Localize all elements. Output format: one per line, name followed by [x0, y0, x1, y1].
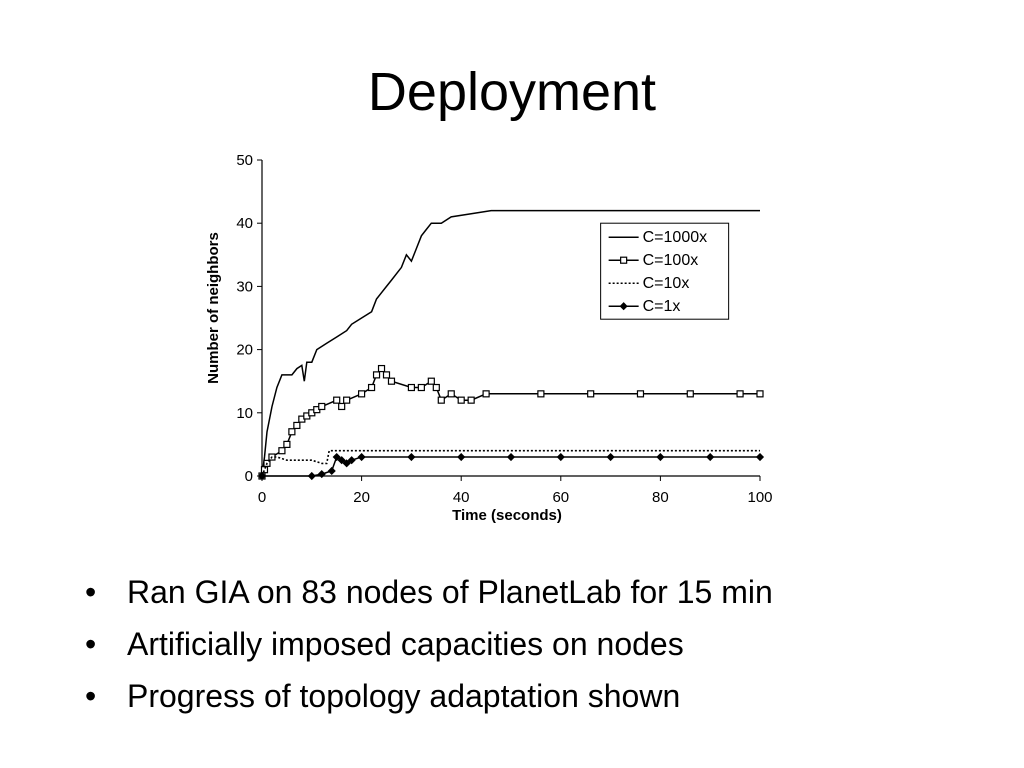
bullet-text: Artificially imposed capacities on nodes — [127, 626, 684, 662]
x-tick-label: 100 — [747, 489, 772, 506]
square-marker — [387, 377, 396, 385]
square-marker — [427, 377, 435, 385]
square-marker — [686, 390, 694, 398]
y-tick-label: 0 — [245, 468, 253, 485]
series-c-1x — [257, 452, 765, 481]
square-marker — [367, 383, 376, 392]
bullet-item: • Ran GIA on 83 nodes of PlanetLab for 1… — [85, 566, 773, 618]
diamond-marker — [506, 452, 516, 462]
x-tick-label: 80 — [652, 489, 669, 506]
series-c-10x — [261, 449, 760, 477]
diamond-marker — [656, 452, 665, 462]
x-tick-label: 0 — [258, 489, 266, 506]
y-tick-label: 30 — [236, 278, 253, 295]
legend-box — [600, 222, 730, 320]
diamond-marker — [755, 452, 765, 462]
square-marker — [437, 396, 445, 404]
square-marker — [432, 383, 440, 392]
x-axis-label: Time (seconds) — [452, 507, 562, 524]
series-c-1000x — [261, 209, 760, 477]
series-line — [261, 449, 760, 477]
square-marker — [620, 256, 628, 264]
legend-label: C=1000x — [643, 229, 708, 246]
square-marker — [736, 390, 744, 398]
square-marker — [358, 390, 366, 398]
legend-label: C=10x — [643, 275, 690, 292]
square-marker — [283, 440, 291, 448]
bullet-dot-icon: • — [85, 626, 97, 662]
square-marker — [636, 390, 645, 398]
square-marker — [377, 364, 386, 373]
x-tick-label: 60 — [552, 489, 569, 506]
square-marker — [537, 390, 545, 398]
bullet-text: Ran GIA on 83 nodes of PlanetLab for 15 … — [127, 574, 773, 610]
diamond-marker — [307, 471, 316, 481]
square-marker — [318, 402, 326, 411]
square-marker — [587, 390, 595, 398]
bullet-dot-icon: • — [85, 574, 97, 610]
y-tick-label: 20 — [236, 342, 253, 359]
square-marker — [482, 390, 490, 398]
diamond-marker — [257, 471, 267, 481]
legend-label: C=1x — [643, 298, 681, 315]
series-c-100x — [258, 364, 764, 480]
square-marker — [382, 371, 391, 379]
diamond-marker — [317, 470, 326, 479]
chart-legend: C=1000x C=100x C=10x C=1x — [600, 222, 730, 320]
x-tick-label: 20 — [353, 489, 370, 506]
diamond-marker — [457, 452, 466, 462]
y-tick-label: 10 — [236, 405, 253, 422]
diamond-marker — [556, 452, 565, 462]
bullet-dot-icon: • — [85, 678, 97, 714]
y-axis-label: Number of neighbors — [205, 232, 222, 384]
diamond-marker — [606, 452, 615, 462]
square-marker — [278, 447, 286, 455]
square-marker — [457, 396, 465, 404]
diamond-marker — [357, 452, 366, 462]
square-marker — [288, 428, 296, 436]
y-tick-label: 50 — [236, 152, 253, 169]
square-marker — [293, 421, 301, 430]
square-marker — [343, 396, 351, 404]
diamond-marker — [332, 452, 341, 462]
slide-title: Deployment — [367, 62, 657, 122]
bullet-list: • Ran GIA on 83 nodes of PlanetLab for 1… — [85, 566, 773, 722]
square-marker — [756, 390, 764, 398]
y-tick-label: 40 — [236, 215, 253, 232]
square-marker — [333, 396, 341, 404]
diamond-marker — [407, 452, 416, 462]
square-marker — [407, 383, 415, 392]
series-line — [261, 209, 760, 477]
square-marker — [338, 402, 346, 411]
bullet-item: • Progress of topology adaptation shown — [85, 670, 773, 722]
diamond-marker — [347, 456, 356, 465]
diamond-marker — [337, 456, 346, 465]
square-marker — [372, 371, 381, 379]
bullet-text: Progress of topology adaptation shown — [127, 678, 681, 714]
square-marker — [417, 383, 425, 392]
diamond-marker — [342, 459, 351, 468]
bullet-item: • Artificially imposed capacities on nod… — [85, 618, 773, 670]
diamond-marker — [327, 466, 336, 476]
x-tick-label: 40 — [453, 489, 470, 506]
square-marker — [447, 390, 455, 398]
legend-label: C=100x — [643, 252, 699, 269]
diamond-marker — [706, 452, 715, 462]
square-marker — [467, 396, 475, 404]
neighbors-line-chart: 0 10 20 30 40 50 0 20 40 60 80 100 Time (seconds) Num… — [205, 152, 773, 524]
diamond-marker — [619, 302, 628, 311]
